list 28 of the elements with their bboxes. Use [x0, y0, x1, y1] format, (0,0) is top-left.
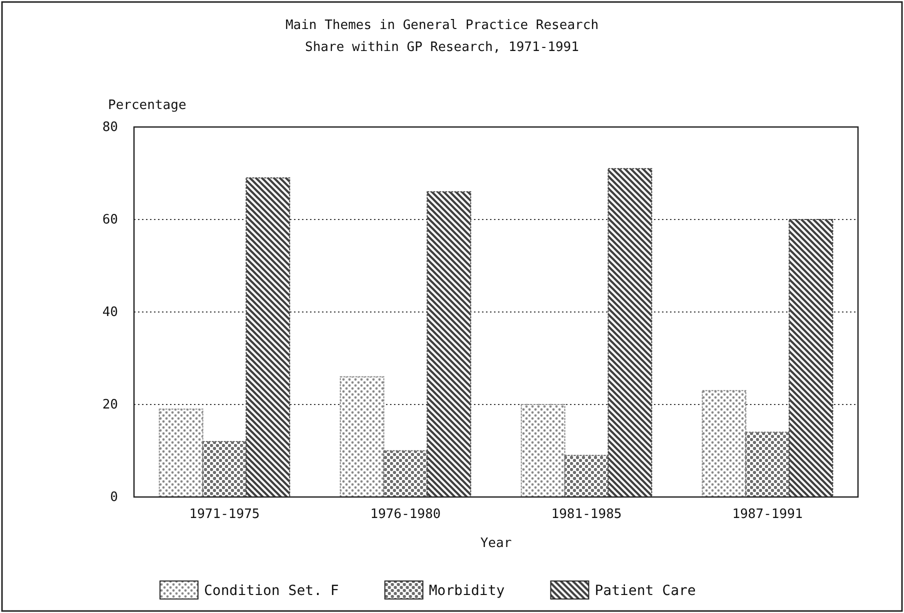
- bar: [608, 168, 652, 498]
- bar: [340, 376, 384, 498]
- bar: [202, 441, 247, 498]
- x-tick-label: 1976-1980: [370, 507, 441, 522]
- y-tick-label: 80: [102, 120, 118, 136]
- legend-label: Condition Set. F: [204, 583, 339, 599]
- chart-subtitle: Share within GP Research, 1971-1991: [305, 40, 579, 55]
- bar: [564, 454, 609, 498]
- x-axis-title: Year: [480, 536, 512, 551]
- y-tick-label: 0: [110, 490, 118, 506]
- x-tick-label: 1971-1975: [189, 507, 260, 522]
- bar: [383, 450, 428, 498]
- bar: [788, 219, 834, 498]
- x-tick-label: 1987-1991: [732, 507, 803, 522]
- bar: [745, 432, 790, 498]
- legend-label: Morbidity: [428, 583, 505, 599]
- legend-label: Patient Care: [594, 583, 696, 599]
- bar: [520, 404, 566, 498]
- bar: [702, 390, 746, 498]
- y-tick-label: 60: [102, 212, 118, 228]
- y-tick-label: 40: [102, 305, 118, 320]
- bar: [158, 408, 204, 498]
- chart-title: Main Themes in General Practice Research: [285, 18, 599, 33]
- bar: [426, 191, 472, 498]
- y-tick-label: 20: [102, 398, 118, 413]
- y-axis-title: Percentage: [108, 98, 186, 113]
- bar: [246, 177, 290, 498]
- x-tick-label: 1981-1985: [551, 507, 622, 522]
